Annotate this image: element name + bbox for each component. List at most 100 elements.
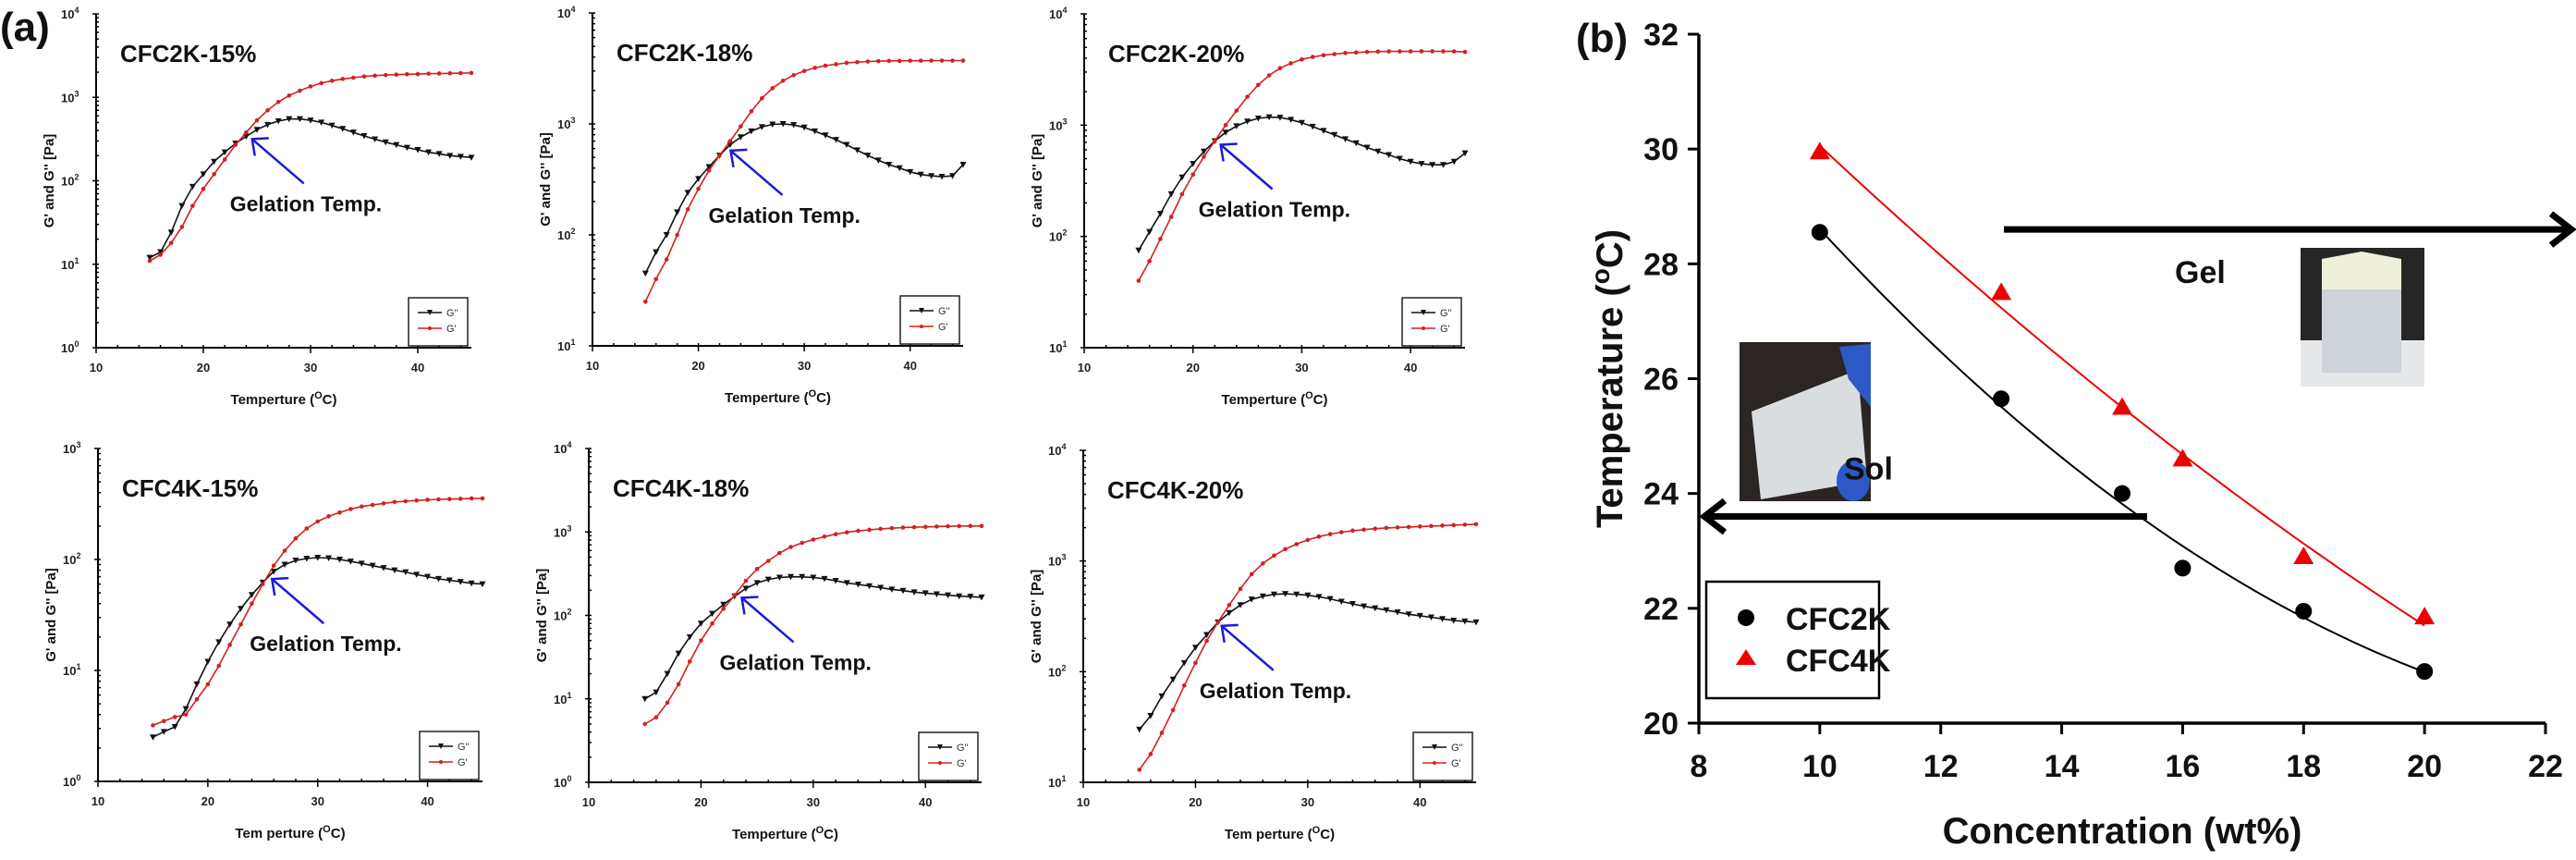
- data-point: [1147, 712, 1154, 719]
- data-point: [168, 240, 174, 246]
- data-point: [1993, 390, 2010, 408]
- data-point: [1254, 116, 1262, 122]
- legend-label: G'': [1440, 308, 1452, 319]
- data-point: [1245, 94, 1250, 99]
- data-point: [328, 122, 336, 129]
- data-point: [182, 706, 189, 713]
- data-point: [1178, 174, 1186, 181]
- data-point: [1440, 523, 1445, 528]
- data-point: [436, 71, 442, 76]
- data-point: [253, 127, 261, 133]
- legend-box: [899, 295, 960, 345]
- data-point: [1266, 73, 1272, 78]
- y-tick-exponent: 3: [74, 89, 79, 98]
- x-tick-label: 30: [798, 359, 811, 373]
- data-point: [308, 84, 313, 89]
- data-point: [372, 136, 379, 143]
- gelation-label: Gelation Temp.: [720, 650, 872, 674]
- data-point: [1277, 66, 1283, 71]
- data-point: [1191, 645, 1199, 651]
- data-point: [968, 523, 973, 529]
- data-point: [215, 639, 223, 645]
- data-point: [391, 567, 398, 574]
- arrow-head-icon: [1219, 142, 1238, 162]
- x-tick-label: 40: [919, 795, 932, 809]
- data-point: [1372, 605, 1379, 612]
- x-tick-label: 8: [1691, 749, 1708, 784]
- legend-label: G': [938, 322, 948, 333]
- data-point: [425, 149, 433, 156]
- legend-marker: [439, 760, 443, 764]
- legend-label: G'': [1451, 743, 1463, 754]
- y-tick-exponent: 3: [76, 440, 80, 449]
- data-point: [800, 540, 805, 546]
- rheology-chart-CFC2K-20: 101 102 103 104 10 20 30 40 Temperture (OC) G' an…: [1030, 6, 1469, 408]
- y-tick-label: 100: [61, 339, 79, 355]
- data-point: [1450, 158, 1458, 166]
- data-point: [791, 72, 796, 78]
- legend: G'' G': [419, 731, 480, 780]
- data-point: [226, 621, 234, 628]
- data-point: [1237, 602, 1244, 608]
- data-point: [233, 142, 238, 147]
- arrow-shaft: [271, 578, 325, 625]
- data-point: [287, 93, 292, 98]
- data-point: [777, 550, 782, 556]
- data-point: [318, 119, 325, 126]
- data-point: [878, 526, 884, 532]
- data-point: [1375, 49, 1381, 55]
- data-point: [426, 71, 431, 76]
- data-point: [1386, 152, 1393, 159]
- data-point: [479, 581, 486, 588]
- data-point: [978, 594, 985, 601]
- data-point: [348, 507, 353, 511]
- series-line: [1139, 593, 1477, 731]
- series-line: [153, 498, 482, 727]
- data-point: [1265, 114, 1273, 121]
- data-point: [414, 498, 419, 503]
- x-axis-label-sup: O: [1305, 390, 1313, 401]
- data-point: [1461, 618, 1469, 625]
- data-point: [260, 582, 265, 586]
- data-point: [1136, 278, 1141, 283]
- series-g-prime: [642, 58, 966, 304]
- data-point: [1148, 752, 1154, 756]
- data-point: [737, 134, 744, 141]
- data-point: [358, 560, 365, 567]
- data-point: [810, 574, 817, 581]
- gelation-arrow: [729, 148, 784, 196]
- data-point: [446, 577, 453, 584]
- data-point: [1418, 161, 1425, 167]
- data-point: [227, 643, 232, 647]
- data-point: [2414, 607, 2436, 625]
- y-tick-label: 102: [557, 227, 575, 242]
- y-tick-label: 32: [1643, 18, 1679, 53]
- arrow-head-icon: [740, 596, 759, 615]
- y-tick-exponent: 2: [1061, 663, 1066, 672]
- data-point: [212, 172, 216, 177]
- data-point: [1361, 603, 1368, 610]
- data-point: [425, 498, 430, 502]
- data-point: [938, 173, 946, 180]
- data-point: [853, 147, 861, 154]
- data-point: [834, 62, 838, 67]
- data-point: [351, 75, 356, 80]
- legend-box: [918, 731, 979, 781]
- x-tick-label: 16: [2166, 749, 2201, 784]
- data-point: [315, 519, 321, 524]
- data-point: [1256, 82, 1261, 88]
- data-point: [1405, 611, 1412, 618]
- data-point: [812, 66, 817, 70]
- data-point: [1167, 190, 1175, 198]
- data-point: [434, 575, 442, 583]
- data-point: [193, 681, 201, 688]
- data-point: [1288, 61, 1293, 66]
- data-point: [1352, 140, 1360, 147]
- panel-title: CFC2K-20%: [1108, 40, 1244, 68]
- y-tick-exponent: 3: [1061, 553, 1066, 562]
- data-point: [216, 663, 222, 669]
- data-point: [370, 502, 375, 508]
- data-point: [710, 620, 714, 626]
- y-tick-label: 103: [554, 523, 571, 539]
- series-g-prime: [147, 70, 474, 264]
